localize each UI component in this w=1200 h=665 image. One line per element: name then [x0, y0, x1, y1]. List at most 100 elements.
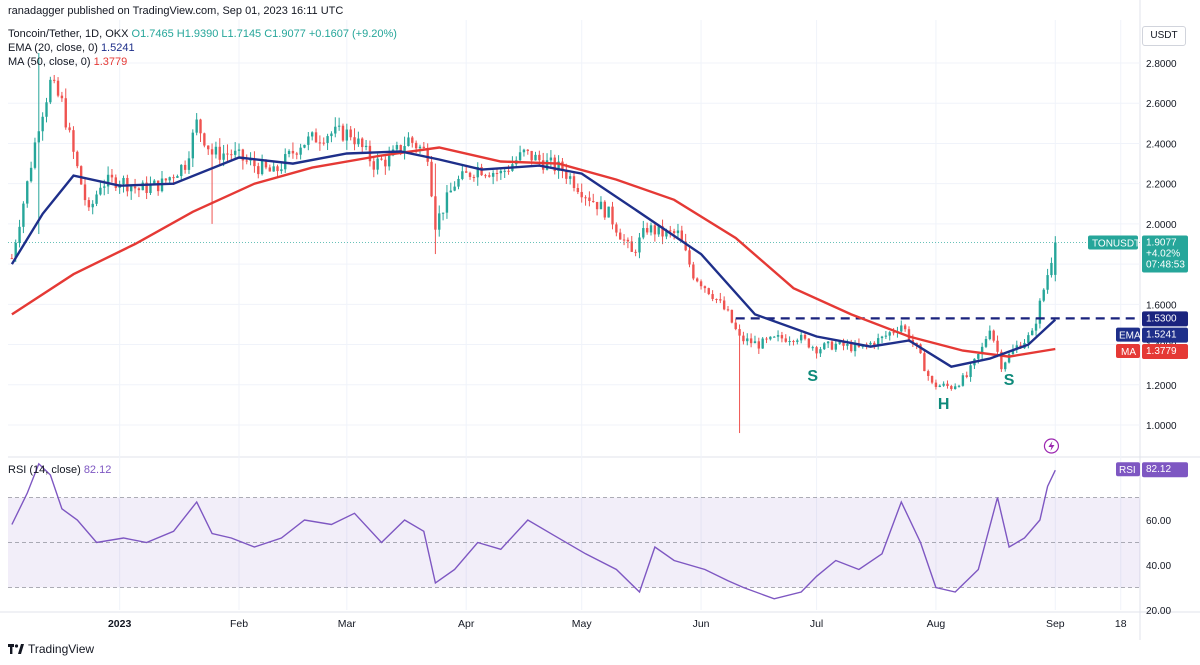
candle-body	[842, 341, 845, 346]
candle-body	[888, 332, 891, 336]
currency-selector[interactable]: USDT	[1142, 26, 1186, 46]
candle-body	[1030, 330, 1034, 336]
candle-body	[176, 176, 179, 178]
ema-polyline	[10, 150, 1057, 368]
candle-body	[742, 335, 745, 342]
candle-body	[722, 300, 726, 310]
price-tick-label: 2.6000	[1146, 99, 1177, 110]
candle-body	[757, 341, 761, 349]
candle-body	[37, 131, 40, 143]
candle-body	[588, 197, 591, 201]
candle-body	[576, 188, 580, 192]
ma-polyline	[11, 146, 1056, 358]
candle-body	[549, 157, 553, 161]
candle-body	[688, 250, 691, 265]
candle-body	[950, 386, 953, 390]
candle-body	[599, 201, 603, 210]
candle-body	[349, 129, 352, 138]
candle-body	[692, 264, 695, 279]
candle-body	[334, 126, 337, 134]
candle-body	[411, 137, 414, 143]
last-price-tag: 1.9077+4.02%07:48:53	[1142, 235, 1188, 273]
last-price-tag-bg	[1142, 235, 1188, 273]
candle-body	[522, 149, 526, 153]
candle-body	[746, 338, 749, 342]
candle-body	[341, 125, 345, 141]
candle-body	[796, 340, 799, 342]
candle-body	[310, 132, 314, 137]
candle-body	[399, 145, 402, 152]
candle-body	[876, 338, 880, 346]
candle-body	[64, 98, 67, 128]
candle-body	[934, 382, 938, 387]
time-tick-label: Sep	[1046, 618, 1065, 630]
candle-body	[803, 334, 807, 339]
candle-body	[850, 343, 853, 352]
candle-body	[276, 166, 279, 172]
rsi-band	[8, 497, 1140, 588]
candle-body	[214, 146, 218, 155]
candle-body	[507, 170, 510, 172]
candles	[10, 52, 1057, 434]
candle-body	[153, 180, 156, 185]
time-tick-label: May	[572, 618, 593, 630]
price-tick-label: 2.8000	[1146, 59, 1177, 70]
candle-body	[911, 339, 915, 343]
candle-body	[619, 232, 622, 240]
rsi-tick-label: 60.00	[1146, 516, 1171, 527]
ema-line	[10, 150, 1057, 368]
candle-body	[557, 161, 560, 171]
candle-body	[518, 152, 522, 161]
candle-body	[326, 136, 329, 143]
ma-tag-label-bg	[1116, 344, 1140, 359]
candle-body	[110, 174, 114, 178]
candle-body	[29, 167, 33, 182]
candle-body	[719, 299, 722, 301]
candle-body	[491, 172, 495, 177]
rsi-legend-label: RSI (14, close)	[8, 464, 81, 476]
candle-body	[268, 167, 272, 172]
candle-body	[615, 224, 618, 233]
candle-body	[291, 150, 295, 154]
candle-body	[953, 386, 957, 390]
candle-body	[815, 347, 818, 354]
candle-body	[149, 184, 152, 193]
candle-body	[838, 341, 841, 344]
candle-body	[699, 281, 703, 287]
pattern-label: S	[1004, 372, 1015, 389]
candle-body	[680, 230, 684, 242]
candle-body	[33, 142, 37, 168]
candle-body	[545, 160, 549, 170]
candle-body	[226, 153, 229, 155]
ma-value-tag-text: 1.3779	[1146, 346, 1177, 357]
candle-body	[568, 176, 572, 179]
candle-body	[572, 176, 576, 189]
candle-body	[183, 164, 187, 170]
level-tag-bg	[1142, 311, 1188, 327]
time-tick-label: 2023	[108, 618, 132, 630]
candle-body	[788, 341, 791, 343]
candle-body	[22, 203, 25, 227]
candle-body	[45, 102, 48, 117]
candle-body	[930, 375, 934, 383]
candle-body	[765, 338, 768, 340]
rsi-legend: RSI (14, close) 82.12	[8, 463, 111, 477]
price-tick-label: 2.0000	[1146, 220, 1177, 231]
candle-body	[249, 159, 252, 161]
candle-body	[807, 338, 811, 348]
candle-body	[87, 200, 91, 208]
candle-body	[769, 336, 772, 340]
candle-body	[172, 177, 175, 179]
ma-tag-label: MA	[1121, 347, 1136, 358]
last-price-tag-text: +4.02%	[1146, 248, 1180, 259]
candle-body	[923, 353, 926, 372]
candle-body	[230, 154, 233, 156]
time-tick-label: Apr	[458, 618, 475, 630]
last-price-tag-text: 1.9077	[1146, 237, 1177, 248]
candle-body	[18, 226, 21, 243]
rsi-value-tag-bg	[1142, 462, 1188, 478]
candle-body	[307, 136, 310, 145]
ema-tag-label: EMA	[1119, 331, 1141, 342]
candle-body	[892, 332, 895, 334]
